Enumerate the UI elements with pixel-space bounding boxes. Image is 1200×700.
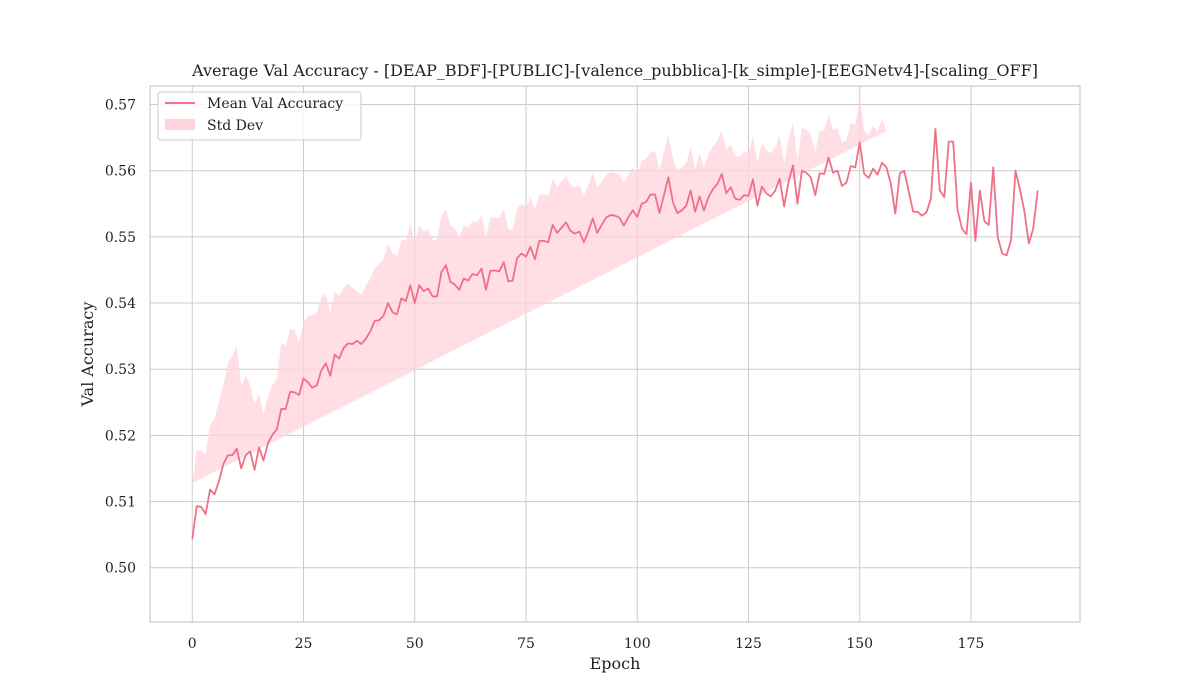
- x-tick-label: 125: [735, 636, 762, 652]
- std-dev-band: [192, 99, 887, 484]
- x-tick-label: 25: [295, 636, 313, 652]
- mean-line-layer: [191, 128, 1039, 540]
- x-tick-label: 50: [406, 636, 424, 652]
- y-tick-label: 0.51: [105, 495, 136, 511]
- y-tick-label: 0.50: [105, 561, 136, 577]
- y-tick-label: 0.54: [105, 296, 136, 312]
- x-tick-label: 0: [188, 636, 197, 652]
- y-axis-label: Val Accuracy: [78, 302, 97, 408]
- y-tick-label: 0.56: [105, 164, 136, 180]
- x-tick-label: 175: [958, 636, 985, 652]
- x-tick-label: 75: [517, 636, 535, 652]
- legend-label-std: Std Dev: [207, 118, 263, 134]
- y-tick-label: 0.52: [105, 428, 136, 444]
- plot-frame: [149, 85, 1081, 623]
- legend-band-swatch: [165, 119, 195, 130]
- tick-labels: 0 25 50 75 100 125 150 175 0.50 0.51 0.52 0.53 0.54 0…: [105, 98, 985, 652]
- x-axis-label: Epoch: [590, 654, 641, 673]
- x-tick-label: 100: [624, 636, 651, 652]
- chart-title: Average Val Accuracy - [DEAP_BDF]-[PUBLI…: [191, 61, 1038, 80]
- y-tick-label: 0.55: [105, 230, 136, 246]
- legend-label-mean: Mean Val Accuracy: [207, 96, 343, 112]
- legend: Mean Val Accuracy Std Dev: [157, 91, 362, 141]
- mean-val-accuracy-line: [191, 128, 1039, 540]
- legend-frame: [157, 91, 362, 141]
- x-tick-label: 150: [846, 636, 873, 652]
- std-dev-band-layer: [192, 99, 887, 484]
- y-tick-label: 0.57: [105, 98, 136, 114]
- y-tick-label: 0.53: [105, 362, 136, 378]
